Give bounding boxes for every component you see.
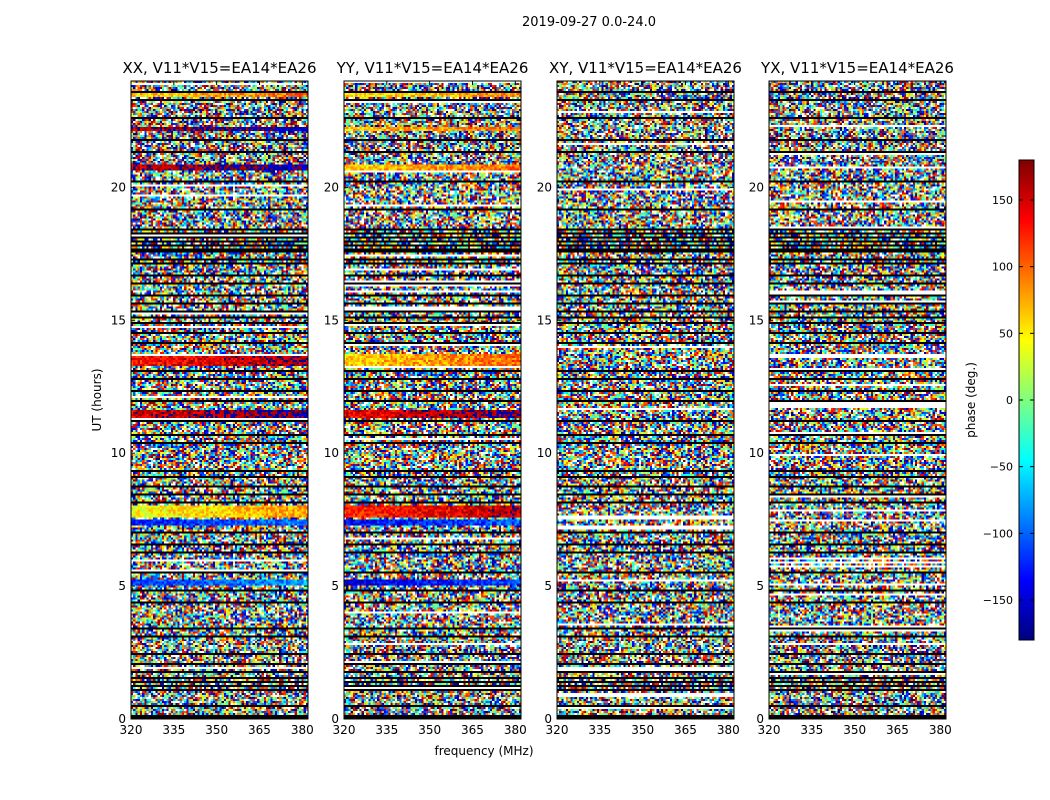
y-tick-label: 0: [118, 712, 126, 726]
axes-frame: [556, 80, 735, 720]
colorbar-tick-label: 0: [1006, 394, 1013, 407]
x-tick-label: 380: [717, 723, 740, 737]
colorbar-tick-label: 50: [999, 327, 1013, 340]
y-tick-label: 5: [331, 579, 339, 593]
x-tick-label: 320: [758, 723, 781, 737]
phase-heatmap: [344, 81, 521, 719]
x-tick-label: 320: [546, 723, 569, 737]
x-tick-label: 365: [248, 723, 271, 737]
y-tick-label: 15: [324, 313, 339, 327]
y-tick-label: 0: [544, 712, 552, 726]
y-tick-label: 10: [324, 446, 339, 460]
y-tick-label: 10: [111, 446, 126, 460]
y-tick-label: 5: [756, 579, 764, 593]
y-tick-label: 20: [111, 180, 126, 194]
x-tick-label: 380: [291, 723, 314, 737]
y-tick-label: 15: [537, 313, 552, 327]
x-tick-label: 335: [162, 723, 185, 737]
y-tick-label: 20: [749, 180, 764, 194]
panel-yy: YY, V11*V15=EA14*EA26 320 335 350 365 380 0 5 10…: [324, 59, 529, 737]
x-tick-label: 350: [631, 723, 654, 737]
colorbar-tick-label: 100: [992, 261, 1013, 274]
panels-group: XX, V11*V15=EA14*EA26 320 335 350 365 380 0 5 10…: [111, 59, 954, 737]
phase-heatmap: [769, 81, 946, 719]
x-tick-label: 320: [120, 723, 143, 737]
x-tick-label: 365: [461, 723, 484, 737]
y-tick-label: 20: [324, 180, 339, 194]
phase-heatmap: [557, 81, 734, 719]
panel-title: XX, V11*V15=EA14*EA26: [122, 59, 316, 77]
panel-xx: XX, V11*V15=EA14*EA26 320 335 350 365 380 0 5 10…: [111, 59, 317, 737]
colorbar-tick-label: −50: [990, 461, 1013, 474]
y-tick-label: 0: [331, 712, 339, 726]
axes-frame: [768, 80, 947, 720]
x-tick-label: 335: [800, 723, 823, 737]
x-tick-label: 335: [375, 723, 398, 737]
y-axis-label: UT (hours): [90, 368, 104, 431]
x-tick-label: 380: [504, 723, 527, 737]
axes-frame: [130, 80, 309, 720]
colorbar-label: phase (deg.): [964, 362, 978, 438]
colorbar: 150 100 50 0 −50 −100 −150: [983, 159, 1035, 641]
panel-yx: YX, V11*V15=EA14*EA26 320 335 350 365 380 0 5 10…: [749, 59, 954, 737]
x-tick-label: 365: [886, 723, 909, 737]
x-tick-label: 350: [205, 723, 228, 737]
y-tick-label: 5: [544, 579, 552, 593]
colorbar-tick-label: −150: [983, 594, 1013, 607]
x-tick-label: 320: [333, 723, 356, 737]
x-tick-label: 365: [674, 723, 697, 737]
axes-frame: [343, 80, 522, 720]
panel-title: XY, V11*V15=EA14*EA26: [549, 59, 742, 77]
x-tick-label: 335: [588, 723, 611, 737]
x-tick-label: 350: [418, 723, 441, 737]
colorbar-tick-label: −100: [983, 527, 1013, 540]
y-tick-label: 10: [537, 446, 552, 460]
panel-title: YX, V11*V15=EA14*EA26: [760, 59, 954, 77]
y-tick-label: 0: [756, 712, 764, 726]
x-tick-label: 350: [843, 723, 866, 737]
x-axis-label: frequency (MHz): [434, 744, 533, 758]
panel-xy: XY, V11*V15=EA14*EA26 320 335 350 365 380 0 5 10…: [537, 59, 742, 737]
y-tick-label: 15: [111, 313, 126, 327]
figure-title: 2019-09-27 0.0-24.0: [522, 15, 656, 30]
phase-heatmap: [131, 81, 308, 719]
y-tick-label: 20: [537, 180, 552, 194]
y-tick-label: 5: [118, 579, 126, 593]
y-tick-label: 15: [749, 313, 764, 327]
panel-title: YY, V11*V15=EA14*EA26: [336, 59, 529, 77]
y-tick-label: 10: [749, 446, 764, 460]
x-tick-label: 380: [929, 723, 952, 737]
colorbar-tick-label: 150: [992, 194, 1013, 207]
